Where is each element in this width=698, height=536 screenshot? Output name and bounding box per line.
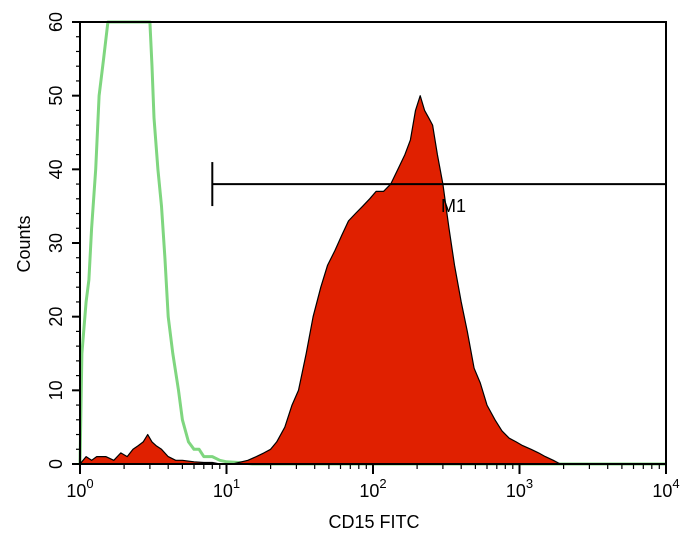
x-tick-label: 102 [359, 476, 386, 501]
x-tick-label: 104 [652, 476, 679, 501]
histogram-series-outline [78, 20, 666, 466]
y-tick-label: 50 [46, 86, 66, 106]
y-tick-label: 60 [46, 12, 66, 32]
y-axis-label: Counts [14, 215, 34, 272]
y-tick-label: 40 [46, 159, 66, 179]
y-tick-label: 30 [46, 233, 66, 253]
y-tick-label: 0 [46, 459, 66, 469]
y-tick-label: 20 [46, 307, 66, 327]
x-tick-label: 100 [66, 476, 93, 501]
x-tick-label: 101 [213, 476, 240, 501]
histogram-series-filled [79, 95, 667, 465]
x-tick-label: 103 [506, 476, 533, 501]
gate-label-m1: M1 [441, 196, 466, 216]
axes: 0 10 20 30 40 50 60 100 101 102 103 104 [46, 12, 680, 501]
x-axis-label: CD15 FITC [328, 512, 419, 532]
plot-area [78, 20, 667, 466]
y-tick-label: 10 [46, 380, 66, 400]
